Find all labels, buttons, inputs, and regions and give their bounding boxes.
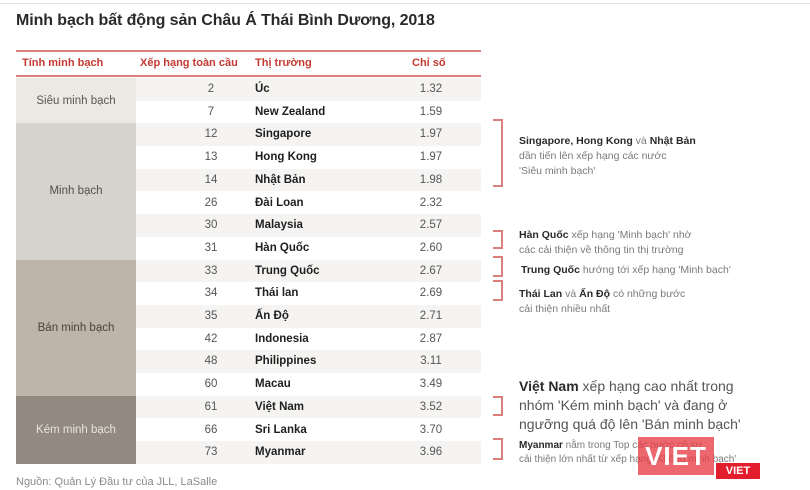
index-cell: 3.52 — [419, 400, 443, 413]
market-cell: Indonesia — [255, 332, 309, 345]
table-row: 2 Úc 1.32 — [136, 78, 481, 101]
header-index: Chỉ số — [412, 57, 446, 69]
rank-cell: 34 — [204, 287, 218, 300]
rank-cell: 13 — [204, 151, 218, 164]
market-cell: Philippines — [255, 355, 317, 368]
index-cell: 1.97 — [419, 128, 443, 141]
market-cell: Macau — [255, 378, 291, 391]
header-bottom-rule — [16, 75, 481, 77]
market-cell: Nhật Bản — [255, 173, 306, 186]
table-row: 26 Đài Loan 2.32 — [136, 192, 481, 215]
rank-cell: 48 — [204, 355, 218, 368]
market-cell: Đài Loan — [255, 196, 304, 209]
annotation-viet-nam: Việt Nam xếp hạng cao nhất trong nhóm 'K… — [519, 378, 741, 432]
rank-cell: 14 — [204, 173, 218, 186]
market-cell: New Zealand — [255, 105, 326, 118]
table-row: 31 Hàn Quốc 2.60 — [136, 237, 481, 260]
rank-cell: 35 — [204, 310, 218, 322]
annotation-trung-quoc: Trung Quốc hướng tới xếp hạng 'Minh bạch… — [521, 264, 731, 276]
bracket-thai-lan-an-do — [493, 280, 503, 301]
index-cell: 2.60 — [419, 241, 443, 254]
watermark-logo-large: VIET — [638, 437, 714, 475]
index-cell: 1.59 — [419, 105, 443, 118]
market-cell: Việt Nam — [255, 400, 305, 413]
source-note: Nguồn: Quản Lý Đầu tư của JLL, LaSalle — [16, 476, 218, 488]
header-rank: Xếp hạng toàn cầu — [140, 57, 238, 69]
market-cell: Hong Kong — [255, 151, 317, 164]
rank-cell: 73 — [204, 446, 218, 459]
rank-cell: 30 — [204, 219, 218, 232]
header-market: Thị trường — [255, 57, 312, 69]
index-cell: 2.71 — [419, 310, 443, 322]
table-row: 60 Macau 3.49 — [136, 373, 481, 396]
chart-title: Minh bạch bất động sản Châu Á Thái Bình … — [16, 12, 435, 29]
rank-cell: 42 — [204, 332, 218, 345]
category-kem-minh-bach: Kém minh bạch — [16, 395, 136, 464]
market-cell: Hàn Quốc — [255, 241, 310, 254]
market-cell: Singapore — [255, 128, 312, 141]
table-row: 34 Thái lan 2.69 — [136, 282, 481, 305]
table-row: 12 Singapore 1.97 — [136, 123, 481, 147]
annotation-thai-lan-an-do: Thái Lan và Ấn Độ có những bước cải thiệ… — [519, 288, 686, 315]
index-cell: 1.97 — [419, 151, 443, 164]
index-cell: 3.11 — [420, 355, 442, 368]
rank-cell: 61 — [204, 400, 218, 413]
bracket-trung-quoc — [493, 256, 503, 277]
market-cell: Ấn Độ — [255, 310, 289, 322]
rank-cell: 26 — [204, 196, 218, 209]
bracket-singapore-hk-japan — [493, 119, 503, 187]
table-row: 35 Ấn Độ 2.71 — [136, 305, 481, 328]
index-cell: 3.96 — [419, 446, 443, 459]
table-row: 73 Myanmar 3.96 — [136, 441, 481, 464]
header-top-rule — [16, 50, 481, 52]
rank-cell: 60 — [204, 378, 218, 391]
rank-cell: 66 — [204, 423, 218, 436]
bracket-myanmar — [493, 438, 503, 460]
rank-cell: 31 — [204, 241, 218, 254]
table-row: 66 Sri Lanka 3.70 — [136, 419, 481, 442]
market-cell: Sri Lanka — [255, 423, 307, 436]
market-cell: Myanmar — [255, 446, 306, 459]
rank-cell: 7 — [207, 105, 215, 118]
index-cell: 3.70 — [419, 423, 443, 436]
index-cell: 2.32 — [419, 196, 443, 209]
index-cell: 2.69 — [419, 287, 443, 300]
header-category: Tính minh bạch — [22, 57, 104, 69]
table-row: 14 Nhật Bản 1.98 — [136, 168, 481, 192]
table-row: 30 Malaysia 2.57 — [136, 214, 481, 237]
rank-cell: 33 — [204, 264, 218, 277]
bracket-han-quoc — [493, 230, 503, 249]
watermark-logo-small: VIET — [716, 463, 760, 479]
market-cell: Thái lan — [255, 287, 299, 300]
index-cell: 1.98 — [419, 173, 443, 186]
market-cell: Trung Quốc — [255, 264, 320, 277]
category-ban-minh-bach: Bán minh bạch — [16, 259, 136, 396]
top-divider — [0, 3, 810, 4]
table-row: 48 Philippines 3.11 — [136, 350, 481, 374]
annotation-myanmar: Myanmar nằm trong Top các nước có sự cải… — [519, 440, 737, 465]
index-cell: 2.87 — [419, 332, 443, 345]
index-cell: 2.57 — [419, 219, 443, 232]
bracket-viet-nam — [493, 396, 503, 416]
index-cell: 2.67 — [419, 264, 443, 277]
table-row: 13 Hong Kong 1.97 — [136, 146, 481, 169]
market-cell: Úc — [255, 83, 270, 95]
table-row: 7 New Zealand 1.59 — [136, 101, 481, 124]
category-minh-bach: Minh bạch — [16, 123, 136, 260]
annotation-singapore-hk-japan: Singapore, Hong Kong và Nhật Bản dần tiế… — [519, 135, 696, 177]
index-cell: 3.49 — [419, 378, 443, 391]
table-row: 61 Việt Nam 3.52 — [136, 395, 481, 419]
table-row: 33 Trung Quốc 2.67 — [136, 259, 481, 283]
table-row: 42 Indonesia 2.87 — [136, 328, 481, 351]
rank-cell: 2 — [207, 83, 215, 95]
rank-cell: 12 — [204, 128, 218, 141]
annotation-han-quoc: Hàn Quốc xếp hạng 'Minh bạch' nhờ các cả… — [519, 229, 692, 256]
market-cell: Malaysia — [255, 219, 303, 232]
category-sieu-minh-bach: Siêu minh bạch — [16, 78, 136, 124]
index-cell: 1.32 — [419, 83, 443, 95]
